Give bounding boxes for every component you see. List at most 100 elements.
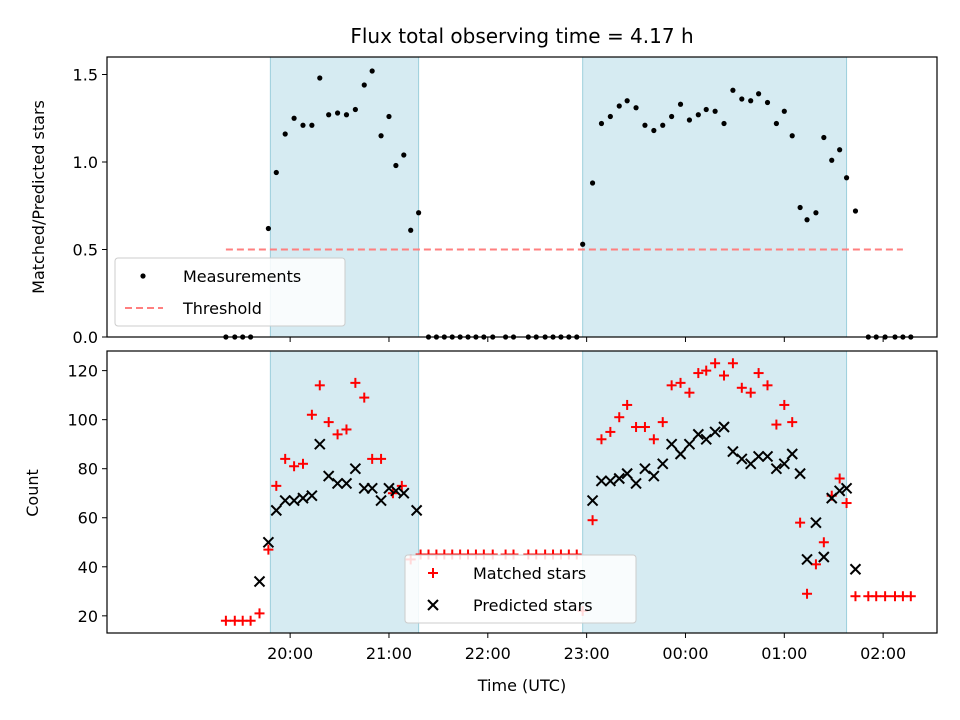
data-point-0-50 — [657, 417, 668, 428]
data-point-0-72 — [843, 175, 850, 181]
data-point-1-22-b — [613, 472, 625, 485]
data-point-0-58 — [730, 87, 736, 93]
data-point-0-50 — [660, 122, 666, 128]
data-point-1-46 — [818, 551, 830, 563]
x-tick-label-4: 00:00 — [662, 644, 708, 663]
data-point-1-16-b — [390, 485, 402, 497]
y-tick-label-3: 1.5 — [73, 66, 98, 85]
data-point-0-19 — [393, 162, 399, 169]
data-point-0-60 — [745, 387, 756, 398]
data-point-1-6 — [306, 489, 318, 502]
data-point-0-48 — [639, 422, 650, 433]
data-point-0-66 — [795, 517, 806, 528]
data-point-0-22 — [416, 210, 422, 216]
data-point-1-18 — [410, 504, 423, 517]
data-point-1-10 — [340, 477, 353, 490]
data-point-0-72 — [841, 498, 852, 509]
x-tick-label-6: 02:00 — [860, 644, 906, 663]
data-point-0-9 — [309, 122, 315, 128]
data-point-0-42 — [587, 515, 598, 526]
data-point-0-73 — [852, 208, 859, 214]
data-point-1-16 — [390, 485, 402, 497]
data-point-1-27-b — [657, 458, 669, 470]
data-point-0-56 — [710, 358, 721, 369]
data-point-1-32-b — [700, 433, 712, 445]
data-point-1-4 — [288, 494, 300, 507]
data-point-1-13-b — [366, 482, 378, 495]
data-point-1-2-b — [270, 504, 283, 517]
data-point-0-43 — [598, 120, 605, 127]
data-point-0-53 — [686, 117, 693, 123]
data-point-1-40 — [770, 462, 783, 475]
data-point-1-3 — [279, 494, 291, 507]
data-point-1-0-b — [253, 575, 266, 588]
data-point-0-64 — [781, 108, 787, 114]
data-point-0-55 — [701, 365, 712, 376]
data-point-0-67 — [804, 217, 810, 223]
data-point-1-8-b — [322, 470, 335, 482]
data-point-1-36 — [736, 453, 748, 465]
data-point-0-45 — [616, 103, 622, 109]
data-point-0-16 — [359, 392, 370, 403]
data-point-0-76 — [880, 591, 891, 602]
x-tick-label-0: 20:00 — [267, 644, 313, 663]
data-point-1-46-b — [818, 551, 830, 563]
data-point-0-7 — [280, 453, 291, 464]
legend-box — [404, 554, 637, 624]
data-point-0-52 — [677, 101, 684, 107]
data-point-1-3-b — [279, 494, 291, 507]
data-point-0-64 — [779, 399, 790, 410]
data-point-1-36-b — [736, 453, 748, 465]
data-point-0-71 — [834, 473, 845, 484]
observing-span-1 — [582, 56, 848, 338]
bottom-plot: 20 40 60 80 100 120 20:00 21:00 22:00 23:00 00:00 0… — [67, 350, 938, 663]
data-point-1-7-b — [314, 438, 326, 450]
data-point-1-14-b — [375, 494, 387, 507]
data-point-0-63 — [771, 419, 782, 430]
data-point-0-3 — [245, 615, 256, 626]
data-point-1-44 — [801, 553, 813, 566]
y-tick-label-1: 0.5 — [73, 241, 98, 260]
data-point-0-79 — [905, 591, 916, 602]
data-point-1-42 — [786, 448, 798, 460]
data-point-0-46 — [622, 399, 633, 410]
y-tick-label-5: 120 — [67, 362, 98, 381]
data-point-0-65 — [787, 417, 798, 428]
data-point-0-10 — [306, 409, 317, 420]
data-point-1-35 — [727, 445, 739, 458]
data-point-1-33 — [709, 426, 721, 438]
data-point-1-30 — [683, 438, 696, 450]
data-point-0-65 — [789, 133, 795, 139]
data-point-1-50 — [849, 563, 862, 575]
bottom-y-axis-label: Count — [23, 469, 42, 517]
data-point-1-28-b — [665, 438, 678, 450]
legend-label-0: Measurements — [183, 267, 301, 286]
y-tick-label-0: 0.0 — [73, 328, 98, 347]
data-point-0-51 — [666, 380, 677, 391]
data-point-0-68 — [813, 210, 819, 216]
data-point-1-0 — [253, 575, 266, 588]
data-point-0-15 — [361, 82, 367, 88]
data-point-1-45 — [810, 516, 822, 529]
data-point-1-17 — [398, 487, 410, 499]
data-point-0-5 — [263, 544, 274, 555]
x-tick-label-2: 22:00 — [465, 644, 511, 663]
data-point-1-49-b — [840, 482, 853, 495]
data-point-0-46 — [624, 98, 630, 104]
data-point-1-43 — [794, 467, 806, 480]
x-tick-label-3: 23:00 — [564, 644, 610, 663]
data-point-0-18 — [386, 113, 392, 120]
data-point-0-49 — [651, 127, 657, 134]
legend-box — [114, 257, 346, 327]
data-point-0-6 — [271, 480, 282, 491]
data-point-0-75 — [871, 591, 882, 602]
data-point-1-17-b — [398, 487, 410, 499]
data-point-1-48-b — [833, 485, 846, 497]
data-point-1-20 — [595, 475, 608, 487]
data-point-1-50-b — [849, 563, 862, 575]
data-point-0-10 — [317, 75, 323, 81]
legend-label-0: Matched stars — [473, 564, 586, 583]
data-point-0-55 — [703, 106, 709, 113]
data-point-0-60 — [748, 98, 754, 104]
